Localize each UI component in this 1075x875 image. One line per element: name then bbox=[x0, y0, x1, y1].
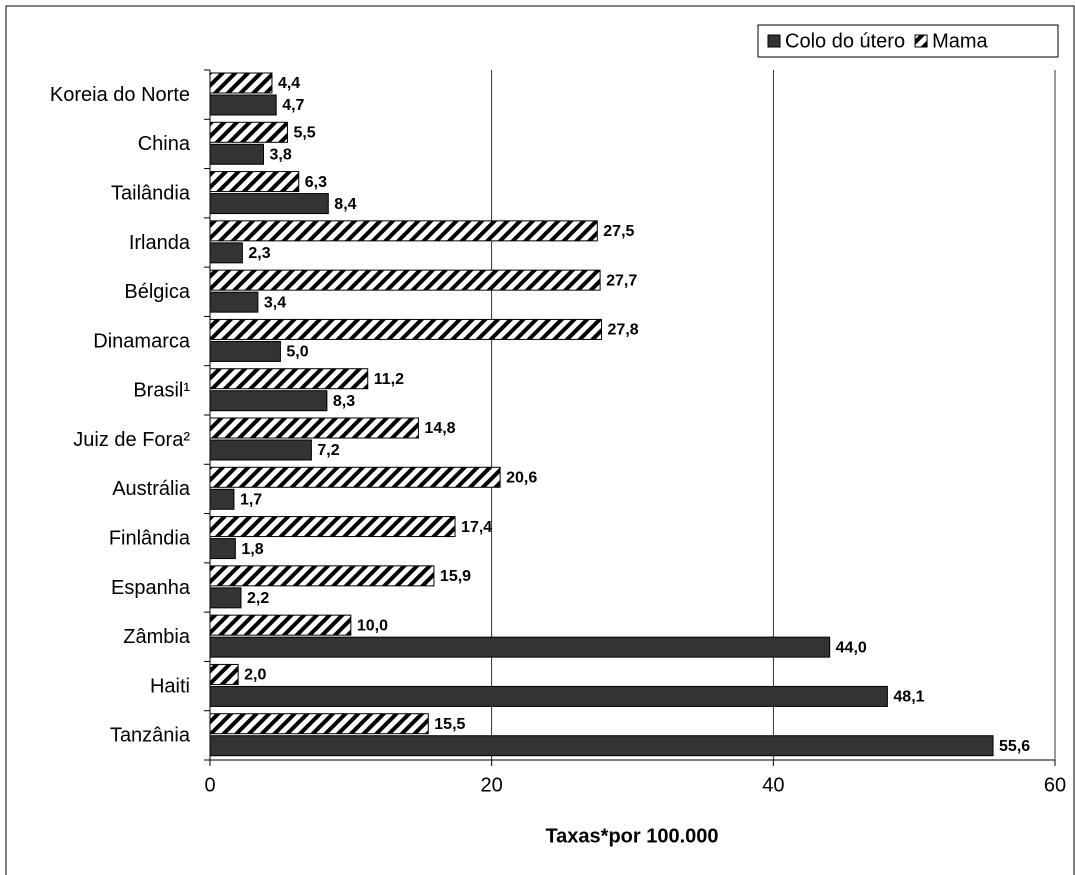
bar bbox=[209, 72, 273, 94]
chart-border bbox=[5, 5, 1075, 875]
value-label: 27,7 bbox=[606, 272, 637, 289]
legend-box bbox=[757, 24, 1059, 58]
y-tick-label: Irlanda bbox=[129, 232, 191, 254]
value-label: 14,8 bbox=[424, 420, 455, 437]
bar bbox=[209, 685, 888, 707]
value-label: 3,8 bbox=[270, 147, 292, 164]
legend-label: Colo do útero bbox=[785, 30, 905, 52]
legend-swatch bbox=[914, 34, 928, 48]
value-label: 3,4 bbox=[264, 294, 286, 311]
bar bbox=[209, 143, 265, 165]
value-label: 15,9 bbox=[440, 568, 471, 585]
y-tick-label: Tailândia bbox=[111, 182, 191, 204]
y-tick-label: Bélgica bbox=[124, 281, 190, 303]
value-label: 15,5 bbox=[434, 716, 465, 733]
bar bbox=[209, 439, 312, 461]
bar bbox=[209, 587, 242, 609]
bar bbox=[209, 614, 352, 636]
value-label: 5,5 bbox=[293, 125, 315, 142]
bar bbox=[209, 269, 601, 291]
value-label: 10,0 bbox=[357, 617, 388, 634]
bar bbox=[209, 713, 429, 735]
value-label: 4,7 bbox=[282, 97, 304, 114]
value-label: 6,3 bbox=[305, 174, 327, 191]
value-label: 1,8 bbox=[241, 541, 263, 558]
x-tick-label: 40 bbox=[762, 774, 784, 796]
value-label: 8,4 bbox=[334, 196, 356, 213]
bar bbox=[209, 417, 419, 439]
bar bbox=[209, 171, 300, 193]
y-tick-label: Austrália bbox=[112, 478, 191, 500]
y-tick-label: Koreia do Norte bbox=[50, 84, 190, 106]
value-label: 27,5 bbox=[603, 223, 634, 240]
y-tick-label: Juiz de Fora² bbox=[73, 429, 190, 451]
bar bbox=[209, 663, 239, 685]
bar bbox=[209, 516, 456, 538]
bar bbox=[209, 368, 369, 390]
bar bbox=[209, 488, 235, 510]
value-label: 20,6 bbox=[506, 470, 537, 487]
y-tick-label: Brasil¹ bbox=[133, 380, 190, 402]
value-label: 11,2 bbox=[374, 371, 404, 388]
y-tick-label: Finlândia bbox=[109, 527, 191, 549]
y-tick-label: Haiti bbox=[150, 675, 190, 697]
bar bbox=[209, 466, 501, 488]
legend-swatch bbox=[767, 34, 781, 48]
y-tick-label: Espanha bbox=[111, 577, 191, 599]
y-tick-label: Tanzânia bbox=[110, 725, 191, 747]
legend-label: Mama bbox=[932, 30, 988, 52]
value-label: 1,7 bbox=[240, 492, 262, 509]
value-label: 2,3 bbox=[248, 245, 270, 262]
bar bbox=[209, 538, 236, 560]
value-label: 44,0 bbox=[836, 639, 867, 656]
value-label: 4,4 bbox=[278, 75, 300, 92]
y-tick-label: Zâmbia bbox=[123, 626, 191, 648]
bar bbox=[209, 94, 277, 116]
bar bbox=[209, 291, 259, 313]
bar bbox=[209, 636, 831, 658]
bar bbox=[209, 220, 598, 242]
bar bbox=[209, 318, 603, 340]
bar bbox=[209, 390, 328, 412]
bar bbox=[209, 565, 435, 587]
y-tick-label: Dinamarca bbox=[93, 330, 191, 352]
x-axis-label: Taxas*por 100.000 bbox=[545, 825, 718, 847]
value-label: 17,4 bbox=[461, 519, 492, 536]
value-label: 27,8 bbox=[608, 322, 639, 339]
bar bbox=[209, 340, 281, 362]
value-label: 7,2 bbox=[317, 442, 339, 459]
value-label: 48,1 bbox=[893, 689, 924, 706]
bar bbox=[209, 242, 243, 264]
value-label: 55,6 bbox=[999, 738, 1030, 755]
value-label: 2,2 bbox=[247, 590, 269, 607]
bar bbox=[209, 193, 329, 215]
x-tick-label: 60 bbox=[1044, 774, 1066, 796]
x-tick-label: 20 bbox=[481, 774, 503, 796]
x-tick-label: 0 bbox=[204, 774, 215, 796]
value-label: 8,3 bbox=[333, 393, 355, 410]
value-label: 5,0 bbox=[286, 344, 308, 361]
bar bbox=[209, 121, 288, 143]
value-label: 2,0 bbox=[244, 667, 266, 684]
y-tick-label: China bbox=[138, 133, 191, 155]
bar bbox=[209, 735, 994, 757]
